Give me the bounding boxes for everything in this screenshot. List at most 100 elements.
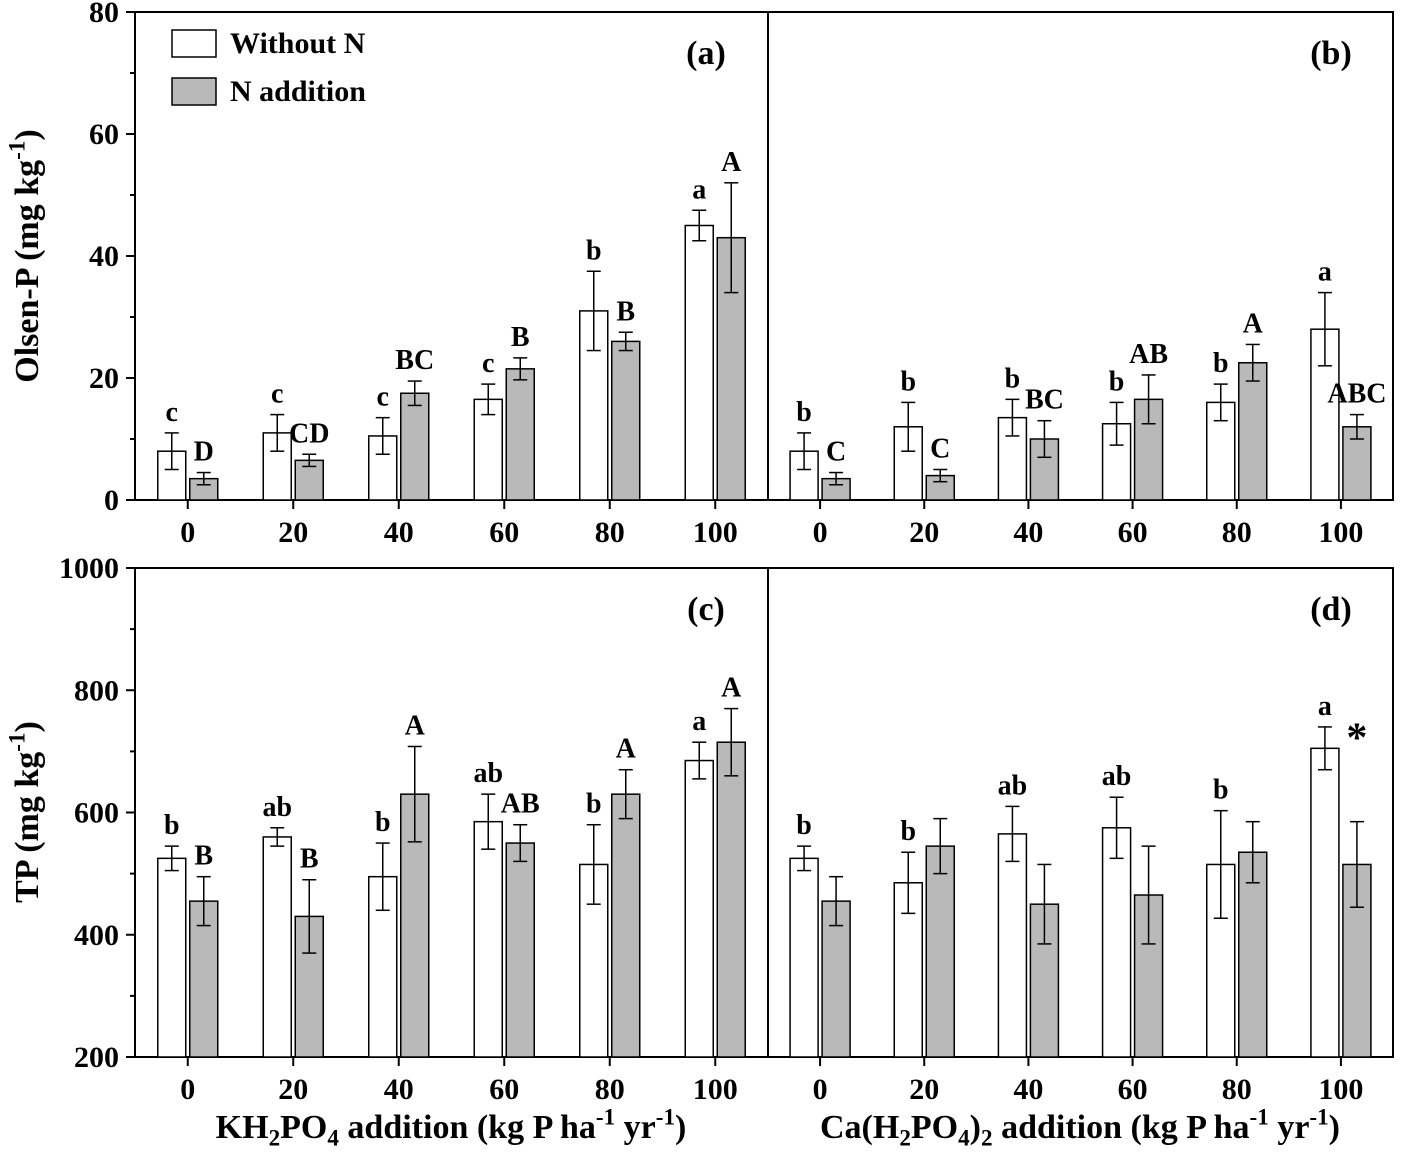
y-tick-label: 200 bbox=[74, 1041, 119, 1074]
sig-letter: A bbox=[616, 734, 637, 765]
bar-c-100-without-n bbox=[684, 759, 714, 1058]
error-bar bbox=[1141, 845, 1156, 945]
sig-letter: ab bbox=[998, 770, 1028, 801]
y-tick-label: 0 bbox=[104, 484, 119, 517]
sig-letter: b bbox=[900, 816, 916, 847]
error-bar bbox=[1245, 343, 1260, 382]
bar-c-100-n-addition bbox=[716, 741, 746, 1058]
sig-letter: b bbox=[586, 235, 602, 266]
panel-d: 0 b 20 b 40 ab 60 ab 80 b 100 a (d) * bbox=[767, 567, 1394, 1106]
bar-a-60-n-addition bbox=[505, 368, 535, 501]
x-tick-label: 60 bbox=[489, 1073, 519, 1106]
sig-letter: AB bbox=[1129, 339, 1168, 370]
error-bar bbox=[1109, 401, 1124, 446]
x-axis-title-left: KH2PO4 addition (kg P ha-1 yr-1) bbox=[216, 1104, 687, 1151]
x-tick-label: 60 bbox=[489, 516, 519, 549]
bar-c-40-without-n bbox=[368, 875, 398, 1058]
bar-d-100-without-n bbox=[1310, 747, 1340, 1058]
error-bar bbox=[1005, 805, 1020, 863]
bar-c-0-without-n bbox=[157, 857, 187, 1058]
x-tick-label: 20 bbox=[278, 1073, 308, 1106]
legend-swatch-0 bbox=[171, 29, 217, 58]
error-bar bbox=[724, 182, 739, 294]
error-bar bbox=[407, 745, 422, 843]
bar-c-80-n-addition bbox=[611, 793, 641, 1058]
sig-letter: CD bbox=[289, 418, 329, 449]
sig-letter: AB bbox=[501, 789, 540, 820]
sig-letter: b bbox=[375, 807, 391, 838]
x-tick-label: 60 bbox=[1118, 516, 1148, 549]
x-tick-label: 0 bbox=[813, 516, 828, 549]
error-bar bbox=[797, 845, 812, 872]
sig-letter: b bbox=[1213, 348, 1229, 379]
panel-c: 20040060080010000bB20abB40bA60abAB80bA10… bbox=[59, 552, 769, 1106]
annotation-asterisk: * bbox=[1346, 715, 1367, 761]
error-bar bbox=[513, 357, 528, 381]
bar-c-20-without-n bbox=[262, 836, 292, 1058]
sig-letter: A bbox=[721, 673, 742, 704]
sig-letter: a bbox=[1318, 257, 1332, 288]
sig-letter: C bbox=[826, 437, 846, 468]
y-tick-label: 1000 bbox=[59, 552, 119, 585]
error-bar bbox=[302, 453, 317, 468]
bar-b-80-n-addition bbox=[1238, 362, 1268, 501]
error-bar bbox=[1005, 398, 1020, 437]
error-bar bbox=[797, 432, 812, 471]
sig-letter: c bbox=[377, 382, 389, 413]
error-bar bbox=[933, 468, 948, 483]
x-tick-label: 80 bbox=[595, 1073, 625, 1106]
legend-swatch-1 bbox=[171, 77, 217, 106]
legend-label-1: N addition bbox=[230, 75, 366, 108]
error-bar bbox=[1109, 796, 1124, 860]
y-axis-title-bottom: TP (mg kg-1) bbox=[4, 721, 46, 903]
panel-border-c bbox=[134, 567, 769, 1058]
panel-label-a: (a) bbox=[686, 35, 726, 72]
sig-letter: A bbox=[721, 147, 742, 178]
sig-letter: B bbox=[194, 841, 213, 872]
x-tick-label: 40 bbox=[384, 1073, 414, 1106]
sig-letter: BC bbox=[395, 345, 434, 376]
error-bar bbox=[481, 793, 496, 850]
y-tick-label: 400 bbox=[74, 919, 119, 952]
x-tick-label: 80 bbox=[1222, 1073, 1252, 1106]
y-tick-label: 80 bbox=[89, 0, 119, 29]
error-bar bbox=[164, 432, 179, 471]
bar-c-60-n-addition bbox=[505, 842, 535, 1058]
sig-letter: c bbox=[166, 397, 178, 428]
x-tick-label: 100 bbox=[1318, 1073, 1363, 1106]
error-bar bbox=[1213, 809, 1228, 919]
error-bar bbox=[1037, 419, 1052, 459]
error-bar bbox=[1349, 413, 1364, 440]
error-bar bbox=[1037, 863, 1052, 945]
x-tick-label: 60 bbox=[1118, 1073, 1148, 1106]
error-bar bbox=[481, 383, 496, 416]
sig-letter: b bbox=[900, 366, 916, 397]
bar-d-20-n-addition bbox=[925, 845, 955, 1058]
y-tick-label: 20 bbox=[89, 362, 119, 395]
error-bar bbox=[724, 707, 739, 777]
sig-letter: b bbox=[796, 810, 812, 841]
sig-letter: B bbox=[616, 296, 635, 327]
error-bar bbox=[933, 817, 948, 875]
error-bar bbox=[692, 209, 707, 242]
panel-border-d bbox=[767, 567, 1394, 1058]
error-bar bbox=[829, 875, 844, 927]
x-tick-label: 20 bbox=[278, 516, 308, 549]
x-tick-label: 40 bbox=[1013, 1073, 1043, 1106]
y-tick-label: 40 bbox=[89, 240, 119, 273]
error-bar bbox=[586, 270, 601, 352]
panel-label-c: (c) bbox=[687, 591, 725, 628]
sig-letter: C bbox=[930, 434, 950, 465]
error-bar bbox=[586, 823, 601, 905]
error-bar bbox=[618, 768, 633, 820]
bar-d-80-n-addition bbox=[1238, 851, 1268, 1058]
error-bar bbox=[375, 416, 390, 455]
sig-letter: b bbox=[1213, 775, 1229, 806]
x-tick-label: 0 bbox=[813, 1073, 828, 1106]
sig-letter: c bbox=[482, 348, 494, 379]
error-bar bbox=[1245, 820, 1260, 884]
error-bar bbox=[270, 827, 285, 847]
